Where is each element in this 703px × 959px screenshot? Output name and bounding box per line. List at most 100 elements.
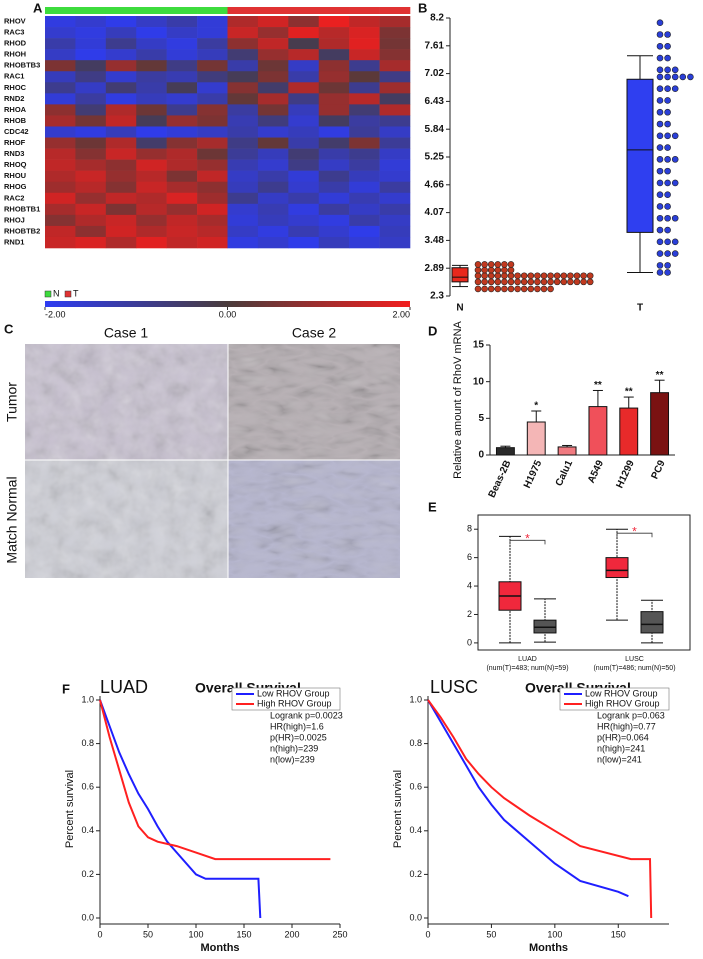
heat-cell xyxy=(105,159,137,171)
heat-cell xyxy=(288,60,320,72)
heat-cell xyxy=(75,159,107,171)
heat-cell xyxy=(166,236,198,249)
dot xyxy=(656,203,664,210)
significance: ** xyxy=(625,387,633,398)
dot xyxy=(656,66,664,74)
heat-cell xyxy=(45,181,76,194)
row-label: RHOD xyxy=(4,39,27,48)
heat-cell xyxy=(227,137,259,149)
heat-cell xyxy=(349,225,380,238)
heat-cell xyxy=(45,60,76,72)
heat-cell xyxy=(379,192,411,205)
dot xyxy=(547,278,554,286)
annotation: HR(high)=1.6 xyxy=(270,721,324,731)
dot xyxy=(656,238,664,246)
legend-box xyxy=(231,687,341,711)
heat-cell xyxy=(288,214,320,227)
heat-cell xyxy=(105,148,137,160)
dot xyxy=(656,179,664,187)
row-label: RAC3 xyxy=(4,28,24,37)
survival-curve xyxy=(427,699,629,898)
heat-cell xyxy=(166,137,198,149)
y-tick-label: 4.66 xyxy=(425,179,445,190)
bar xyxy=(588,406,608,456)
heat-cell xyxy=(105,71,137,83)
dot xyxy=(656,156,664,163)
heat-cell xyxy=(105,16,137,28)
significance-bracket xyxy=(616,532,653,538)
heat-cell xyxy=(45,148,76,160)
dot xyxy=(494,285,502,293)
dot xyxy=(664,250,671,257)
y-tick-label: 4 xyxy=(467,580,472,590)
heat-cell xyxy=(166,181,198,194)
dot xyxy=(671,156,679,163)
heat-cell xyxy=(166,82,198,94)
group-strip xyxy=(257,7,289,14)
dot xyxy=(656,250,664,257)
legend-label: High RHOV Group xyxy=(585,698,660,708)
bar xyxy=(495,447,515,456)
dot xyxy=(656,108,664,116)
dot xyxy=(664,179,671,187)
heat-cell xyxy=(379,60,411,72)
heat-cell xyxy=(197,38,228,50)
y-tick-label: 0 xyxy=(478,450,484,461)
x-tick-label: 250 xyxy=(332,929,347,939)
dot xyxy=(664,73,671,81)
dot xyxy=(664,144,671,151)
y-axis-label: Percent survival xyxy=(392,770,404,848)
dot xyxy=(520,272,528,280)
heat-cell xyxy=(288,49,320,61)
heat-cell xyxy=(379,214,411,227)
heat-cell xyxy=(45,71,76,83)
dot xyxy=(664,31,671,38)
heat-cell xyxy=(349,236,380,249)
dot xyxy=(501,285,508,293)
annotation: n(low)=239 xyxy=(270,754,315,764)
heat-cell xyxy=(45,192,76,205)
y-tick-label: 0.2 xyxy=(81,869,94,879)
heat-cell xyxy=(136,159,167,171)
row-label: CDC42 xyxy=(4,127,29,136)
heat-cell xyxy=(197,115,228,127)
row-label: RHOG xyxy=(4,182,27,191)
dot xyxy=(656,19,664,27)
heat-cell xyxy=(318,170,350,183)
heat-cell xyxy=(349,93,380,105)
dot xyxy=(474,278,482,286)
legend-label: High RHOV Group xyxy=(257,698,332,708)
heat-cell xyxy=(136,203,167,216)
heat-cell xyxy=(227,203,259,216)
y-tick-label: 15 xyxy=(473,340,485,351)
dot xyxy=(560,278,568,286)
significance: * xyxy=(525,531,530,545)
x-tick-label: 0 xyxy=(425,929,430,939)
heat-cell xyxy=(257,148,289,160)
dot xyxy=(656,31,664,38)
row-label: RHOQ xyxy=(4,160,27,169)
dot xyxy=(656,214,664,222)
row-label: RHOU xyxy=(4,171,26,180)
dot xyxy=(527,285,535,293)
heat-cell xyxy=(75,71,107,83)
legend-swatch xyxy=(44,290,52,298)
heat-cell xyxy=(105,236,137,249)
heat-cell xyxy=(257,16,289,28)
heat-cell xyxy=(379,225,411,238)
y-tick-label: 0.0 xyxy=(81,912,94,922)
panel-letter: C xyxy=(4,321,14,336)
box xyxy=(605,557,629,579)
dot xyxy=(534,285,541,293)
heat-cell xyxy=(349,126,380,138)
heat-cell xyxy=(166,104,198,116)
legend-label: N xyxy=(53,288,60,298)
heat-cell xyxy=(288,192,320,205)
dot xyxy=(527,278,535,286)
colorbar xyxy=(45,301,410,307)
dot xyxy=(494,272,502,280)
heat-cell xyxy=(257,27,289,39)
dot xyxy=(656,54,664,62)
row-label: RHOV xyxy=(4,17,26,26)
x-tick-label: 100 xyxy=(188,929,203,939)
